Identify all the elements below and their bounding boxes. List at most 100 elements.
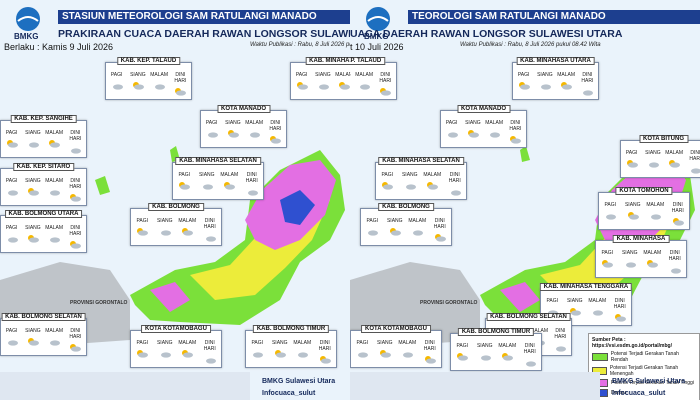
weather-icon [319,356,331,364]
weather-icon [7,340,18,346]
weather-icon [207,132,218,138]
period: PAGI [291,72,312,96]
weather-icon [155,84,166,90]
region-box: KAB. MINAHASA SELATAN PAGI SIANG MALAM DINI … [172,157,264,200]
weather-icon [7,237,18,243]
period: MALAM [644,202,667,226]
legend-source: Sumber Peta : [592,337,626,343]
legend-text: Potensi Terjadi Gerakan Tanah Rendah [610,351,679,363]
weather-icon [137,350,149,358]
weather-icon [358,352,369,358]
weather-icon [71,148,82,154]
footer-social: Infocuaca_sulut [262,390,316,397]
region-name: KOTA TOMOHON [615,187,673,195]
weather-icon [132,82,144,90]
title: PRAKIRAAN CUACA DAERAH RAWAN LONGSOR SUL… [58,28,350,40]
weather-icon [434,234,446,242]
region-name: KAB. MINAHASA SELATAN [378,157,464,165]
footer-account: BMKG Sulawesi Utara [612,378,686,385]
period: SIANG [312,72,333,96]
region-box: KOTA KOTAMOBAGU PAGI SIANG MALAM DINI HARI [350,325,442,368]
region-name: KAB. BOLMONG [378,203,434,211]
weather-icon [413,230,424,236]
region-name: KAB. MINAHASA SELATAN [175,157,261,165]
period: SIANG [269,340,292,364]
panel: PROVINSI GORONTALO BMKG TEOROLOGI SAM RATU… [350,0,700,400]
period: PAGI [376,172,399,196]
weather-icon [179,182,191,190]
logo-mark [366,7,390,31]
weather-icon [27,338,39,346]
weather-icon [467,130,479,138]
period: PAGI [106,72,127,96]
region-box: KAB. BOLMONG TIMUR PAGI SIANG MALAM DINI HAR… [450,328,542,371]
period: PAGI [441,120,462,144]
period: MALAM [44,225,65,249]
weather-icon [614,314,626,322]
legend: Sumber Peta : https://vsi.esdm.go.id/port… [588,333,700,400]
weather-icon [490,132,501,138]
region-name: KOTA KOTAMOBAGU [361,325,431,333]
station: STASIUN METEOROLOGI SAM RATULANGI MANADO [58,10,350,24]
region-box: KAB. KEP. SITARO PAGI SIANG MALAM DINI HARI [0,163,87,206]
weather-icon [182,350,194,358]
period: MALAM [421,172,444,196]
icon-strip [350,372,600,400]
period: MALAM [44,328,65,352]
weather-icon [253,352,264,358]
weather-icon [296,82,308,90]
weather-icon [175,88,187,96]
region-name: KAB. BOLMONG TIMUR [457,328,535,336]
region-name: KAB. BOLMONG [148,203,204,211]
region-box: KAB. MINAHASA UTARA PAGI SIANG MALAM DINI HA… [512,57,599,100]
period: DINI HARI [519,343,542,367]
weather-icon [137,228,149,236]
period: SIANG [154,218,177,242]
period: MALAM [176,340,199,364]
period: DINI HARI [199,340,222,364]
region-name: KAB. BOLMONG SELATAN [486,313,571,321]
legend-row: Potensi Terjadi Gerakan Tanah Rendah [592,351,696,363]
weather-icon [424,356,436,364]
date: t 10 Juli 2026 [350,42,404,52]
period: DINI HARI [265,120,286,144]
period: DINI HARI [664,250,687,274]
weather-icon [7,190,18,196]
date: Berlaku : Kamis 9 Juli 2026 [4,42,114,52]
map-label: PROVINSI GORONTALO [420,300,478,306]
region-box: KAB. MINAHASA TENGGARA PAGI SIANG MALAM DINI… [539,283,633,326]
weather-icon [298,352,309,358]
weather-icon [360,84,371,90]
logo-mark [16,7,40,31]
weather-icon [274,350,286,358]
period: DINI HARI [577,72,598,96]
period: MALAM [218,172,241,196]
period: MALAM [664,150,685,174]
region-name: KAB. KEP. TALAUD [350,57,386,65]
weather-icon [70,241,82,249]
weather-icon [403,352,414,358]
weather-icon [672,218,684,226]
legend-text: Danau [611,390,626,396]
weather-icon [540,84,551,90]
weather-icon [583,90,594,96]
period: DINI HARI [685,150,700,174]
weather-icon [389,228,401,236]
region-box: KOTA TOMOHON PAGI SIANG MALAM DINI HARI [598,187,690,230]
panel: PROVINSI GORONTALO BMKG STASIUN METEOROLOG… [0,0,350,400]
weather-icon [70,344,82,352]
logo: BMKG [356,4,400,42]
weather-icon [160,230,171,236]
region-box: KOTA MANADO PAGI SIANG MALAM DINI HARI [200,105,287,148]
period: PAGI [361,218,384,242]
period: PAGI [599,202,622,226]
